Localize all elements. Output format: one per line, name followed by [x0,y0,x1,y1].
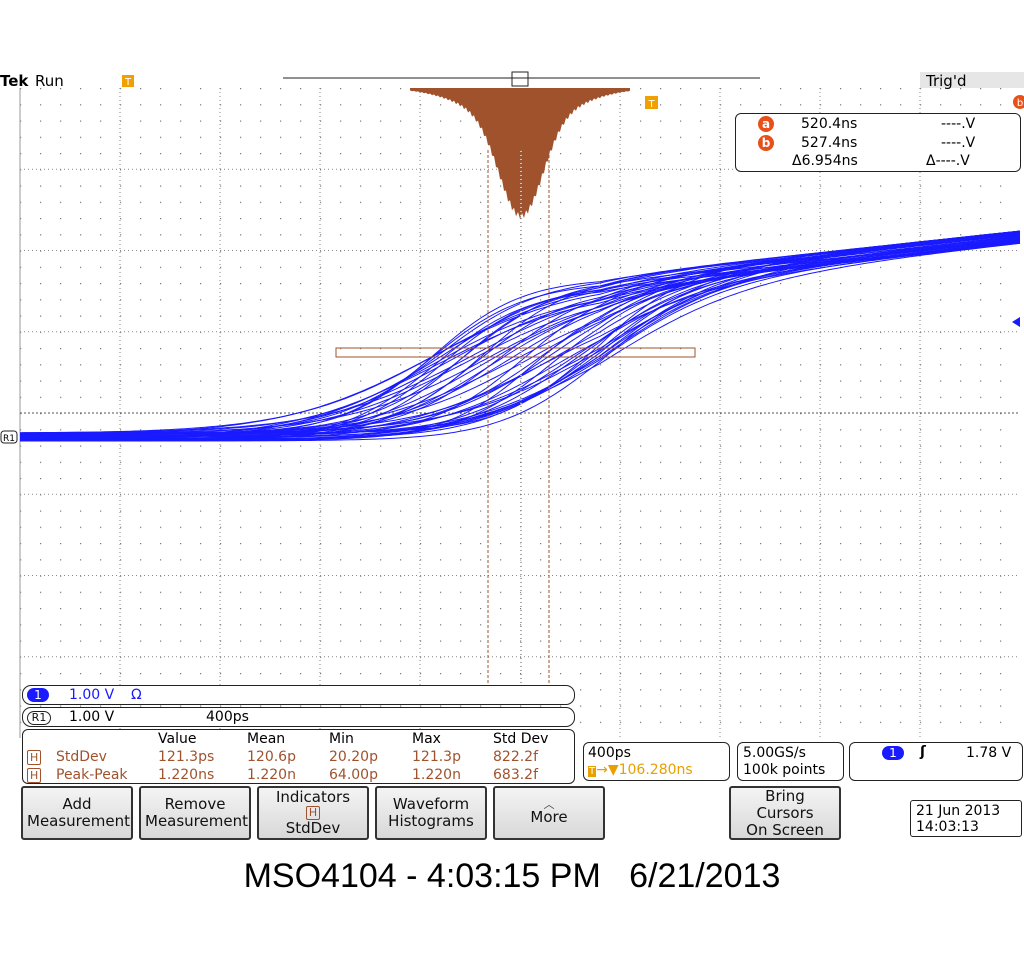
ch1-bar: 1 1.00 V Ω [22,685,575,705]
waveform-trace [20,242,1021,442]
trigger-level-marker-bg [645,96,658,109]
histogram [410,88,630,219]
record-window [511,71,529,87]
measurement-panel: Value Mean Min Max Std Dev H StdDev 121.3ps 120.… [22,729,575,784]
source-badge: H [27,750,42,765]
cursor-a-volt: ----.V [941,116,976,132]
measurement-cell: 683.2f [493,767,539,783]
waveform-trace [20,242,1021,442]
trigger-source: 1 [882,746,904,760]
column-header: Min [329,731,354,747]
timebase-position: 106.280ns [618,762,693,778]
ref-marker: R1 [3,434,15,444]
run-state: Run [35,72,64,90]
cursor-a-icon: a [758,116,774,132]
brand: Tek [0,72,29,90]
cursor-delta-volt: Δ----.V [926,153,970,169]
cursor-readout: a 520.4ns ----.V b 527.4ns ----.V Δ6.954… [735,113,1021,172]
record-length: 100k points [743,762,826,778]
measurement-cell: 64.00p [329,767,378,783]
measurement-cell: 1.220n [247,767,296,783]
trigger-slope: ʃ [920,744,926,760]
ref1-bar: R1 1.00 V 400ps [22,707,575,727]
cursor-b-time: 527.4ns [801,135,858,151]
measurement-cell: 120.6p [247,749,296,765]
indicator-badge: H [305,806,321,820]
ch1-icon: 1 [27,688,49,702]
ch1-impedance: Ω [131,687,142,703]
more-button[interactable]: ︿ More [493,786,605,840]
trigger-level-marker: T [647,99,655,110]
measurement-name: Peak-Peak [56,767,128,783]
indicators-button[interactable]: Indicators H StdDev [257,786,369,840]
waveform-trace [20,230,1021,434]
sample-rate: 5.00GS/s [743,745,806,761]
waveform-trace [20,237,1021,439]
column-header: Value [158,731,197,747]
source-badge: H [27,768,42,783]
t-icon: T [588,766,597,777]
label: More [530,807,568,826]
measurement-cell: 1.220ns [158,767,215,783]
column-header: Max [412,731,441,747]
waveform-histograms-button[interactable]: Waveform Histograms [375,786,487,840]
measurement-cell: 20.20p [329,749,378,765]
timebase-position-row: T→▼106.280ns [588,762,693,778]
measurement-name: StdDev [56,749,107,765]
time: 14:03:13 [916,819,979,835]
label: Indicators [275,788,351,806]
cursor-b-marker-bg [1013,95,1024,109]
label: Remove Measurement [145,795,248,830]
trigger-marker-bg [122,75,134,87]
measurement-cell: 822.2f [493,749,539,765]
ref-marker-bg [0,430,18,444]
cursor-b-icon: b [758,135,774,151]
trigger-level: 1.78 V [966,745,1012,761]
ref1-timebase: 400ps [206,709,249,725]
trigger-box: 1 ʃ 1.78 V [849,742,1023,781]
timebase-box: 400ps T→▼106.280ns [583,742,730,781]
remove-measurement-button[interactable]: Remove Measurement [139,786,251,840]
indicator-value: StdDev [285,819,341,837]
timebase-scale: 400ps [588,745,631,761]
acquisition-box: 5.00GS/s 100k points [737,742,844,781]
measurement-cell: 121.3ps [158,749,215,765]
histogram-box [335,347,696,358]
label: Waveform Histograms [388,795,474,830]
trigger-level-arrow [1012,317,1020,327]
datetime-box: 21 Jun 2013 14:03:13 [910,800,1022,837]
ch1-scale: 1.00 V [69,687,115,703]
label: Add Measurement [27,795,130,830]
label: Bring Cursors On Screen [746,786,824,839]
trig-status-bg [920,72,1024,88]
waveform [19,230,1021,442]
trigger-status: Trig'd [925,72,966,90]
bring-cursors-button[interactable]: Bring Cursors On Screen [729,786,841,840]
more-arrow: ︿ [543,797,555,811]
trigger-marker: T [124,77,132,88]
column-header: Std Dev [493,731,549,747]
column-header: Mean [247,731,286,747]
cursor-b-volt: ----.V [941,135,976,151]
measurement-cell: 1.220n [412,767,461,783]
ref1-icon: R1 [27,711,51,725]
date: 21 Jun 2013 [916,803,1001,819]
measurement-cell: 121.3p [412,749,461,765]
add-measurement-button[interactable]: Add Measurement [21,786,133,840]
cursor-a-time: 520.4ns [801,116,858,132]
cursor-b-marker: b [1017,98,1023,109]
caption: MSO4104 - 4:03:15 PM 6/21/2013 [244,857,781,895]
cursor-delta-time: Δ6.954ns [792,153,858,169]
ref1-scale: 1.00 V [69,709,115,725]
